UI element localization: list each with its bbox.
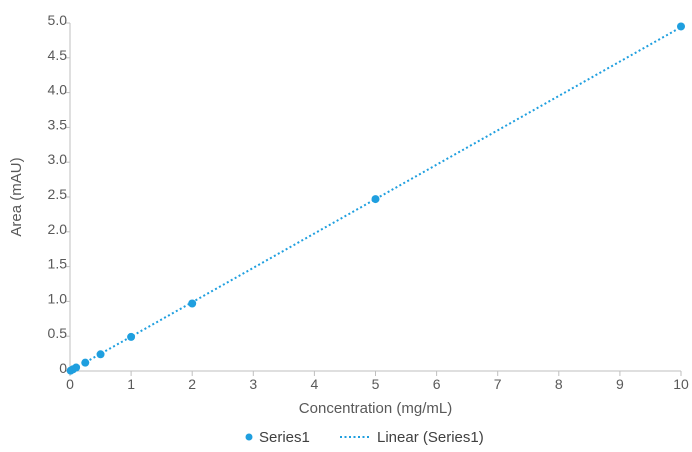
y-tick-label: 1.0 — [48, 290, 68, 306]
x-tick-label: 9 — [616, 376, 624, 392]
data-point — [127, 332, 136, 341]
x-tick-label: 7 — [494, 376, 502, 392]
data-point — [371, 195, 380, 204]
x-tick-label: 8 — [555, 376, 563, 392]
y-tick-label: 0.5 — [48, 325, 68, 341]
y-tick-label: 4.0 — [48, 82, 68, 98]
y-tick-label: 2.0 — [48, 221, 68, 237]
data-point — [72, 363, 81, 372]
data-point — [188, 299, 197, 308]
x-tick-label: 2 — [188, 376, 196, 392]
legend-series-marker — [245, 433, 253, 441]
y-tick-label: 1.5 — [48, 256, 68, 272]
y-tick-label: 2.5 — [48, 186, 68, 202]
x-axis-title: Concentration (mg/mL) — [299, 400, 452, 417]
y-tick-label: 3.0 — [48, 151, 68, 167]
y-axis-title: Area (mAU) — [8, 157, 25, 236]
x-tick-label: 3 — [249, 376, 257, 392]
data-point — [81, 358, 90, 367]
points-group — [66, 22, 685, 375]
data-point — [677, 22, 685, 31]
x-tick-label: 1 — [127, 376, 135, 392]
x-tick-label: 10 — [673, 376, 689, 392]
y-tick-label: 5.0 — [48, 12, 68, 28]
y-tick-label: 4.5 — [48, 47, 68, 63]
x-tick-label: 5 — [372, 376, 380, 392]
legend-series-label: Series1 — [259, 429, 310, 446]
legend: Series1 Linear (Series1) — [245, 429, 484, 446]
legend-trendline-label: Linear (Series1) — [377, 429, 484, 446]
data-point — [96, 350, 105, 359]
y-ticks: 0 0.5 1.0 1.5 2.0 2.5 3.0 3.5 4.0 4.5 5.0 — [48, 12, 70, 376]
x-tick-label: 6 — [433, 376, 441, 392]
y-tick-label: 3.5 — [48, 116, 68, 132]
x-ticks: 0 1 2 3 4 5 6 7 8 9 10 — [66, 371, 689, 392]
x-tick-label: 4 — [311, 376, 319, 392]
x-tick-label: 0 — [66, 376, 74, 392]
y-tick-label: 0 — [59, 360, 67, 376]
